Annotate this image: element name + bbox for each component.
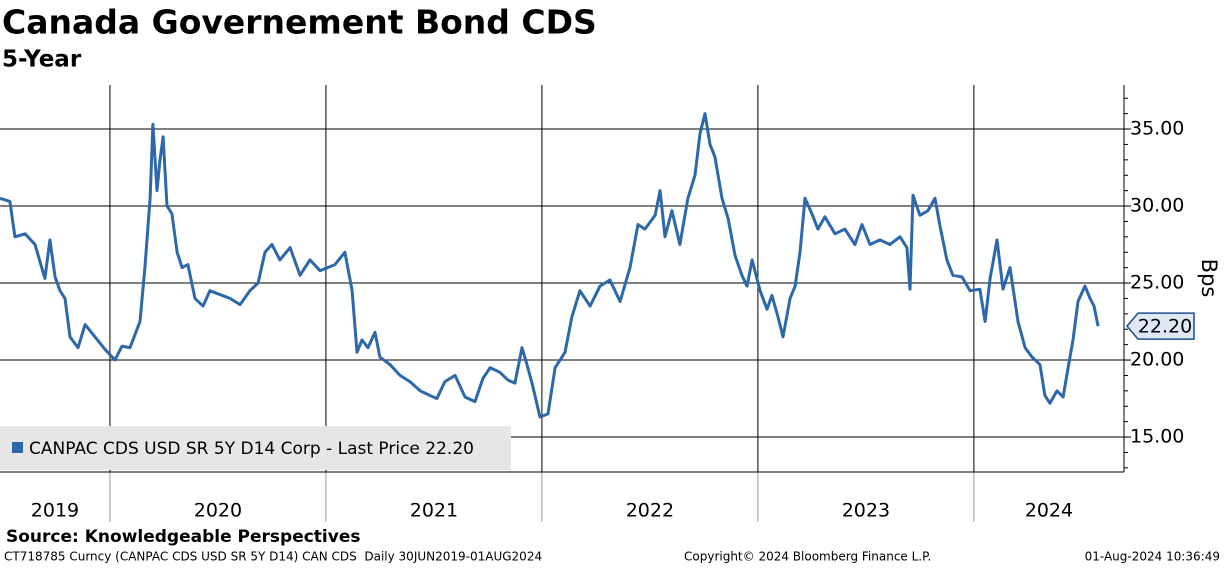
y-tick-label: 35.00	[1130, 118, 1184, 140]
y-tick-label: 25.00	[1130, 272, 1184, 294]
legend-swatch	[12, 442, 23, 453]
last-value-label: 22.20	[1138, 316, 1192, 338]
x-tick-label: 2024	[1025, 500, 1073, 522]
x-tick-label: 2019	[31, 500, 79, 522]
source: Source: Knowledgeable Perspectives	[6, 527, 361, 547]
y-tick-label: 15.00	[1130, 426, 1184, 448]
y-tick-label: 20.00	[1130, 349, 1184, 371]
x-tick-label: 2023	[842, 500, 890, 522]
chart-subtitle: 5-Year	[2, 47, 82, 73]
x-tick-label: 2021	[410, 500, 458, 522]
footer-right: 01-Aug-2024 10:36:49	[1085, 550, 1220, 564]
y-tick-label: 30.00	[1130, 195, 1184, 217]
data-line	[0, 112, 1100, 419]
footer-left: CT718785 Curncy (CANPAC CDS USD SR 5Y D1…	[4, 550, 542, 564]
last-value-callout	[1126, 312, 1195, 340]
y-axis-label: Bps	[1197, 259, 1221, 298]
x-tick-label: 2022	[626, 500, 674, 522]
legend-box	[0, 426, 511, 470]
x-tick-label: 2020	[194, 500, 242, 522]
footer-center: Copyright© 2024 Bloomberg Finance L.P.	[684, 550, 931, 564]
legend-label: CANPAC CDS USD SR 5Y D14 Corp - Last Pri…	[29, 439, 474, 459]
chart-title: Canada Governement Bond CDS	[2, 3, 597, 42]
